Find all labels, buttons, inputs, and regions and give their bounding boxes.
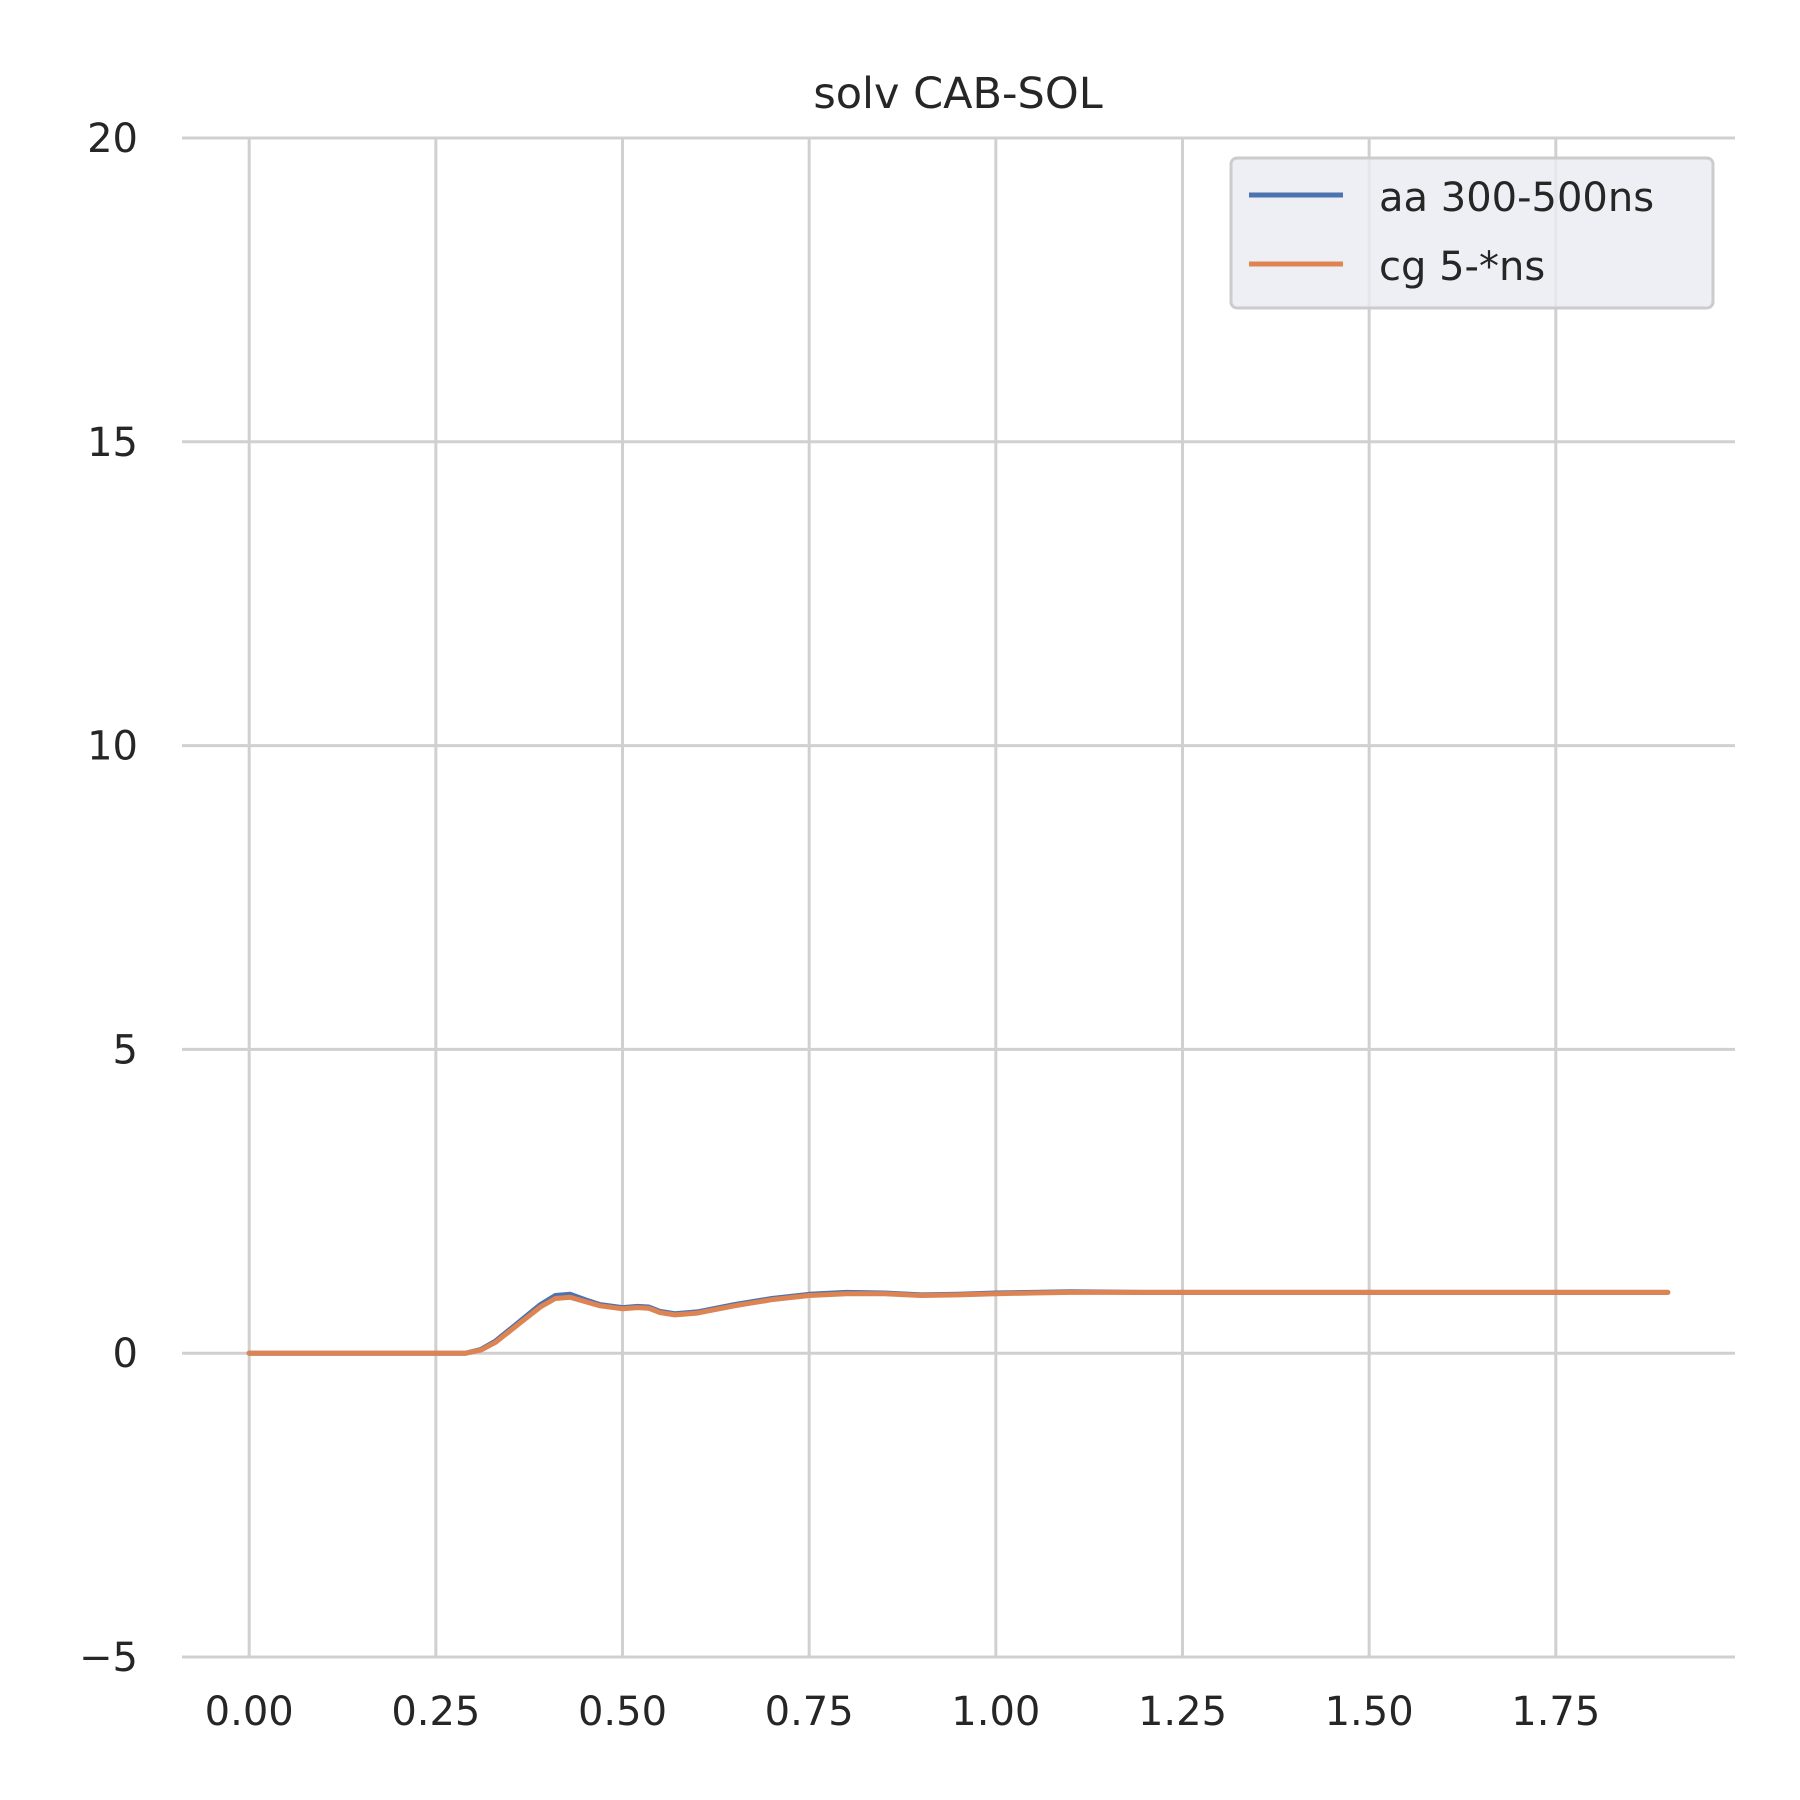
series-line-1 — [246, 1289, 1671, 1356]
legend-box — [1229, 156, 1715, 310]
chart-title: solv CAB-SOL — [813, 69, 1102, 119]
legend-label-cg: cg 5-*ns — [1379, 244, 1545, 290]
y-tick-label: 5 — [113, 1027, 138, 1073]
x-tick-label: 0.50 — [578, 1689, 667, 1735]
y-tick-label: 0 — [113, 1331, 138, 1377]
series-line-0 — [246, 1289, 1671, 1356]
legend-label-aa: aa 300-500ns — [1379, 175, 1654, 221]
x-tick-label: 1.50 — [1325, 1689, 1414, 1735]
x-tick-label: 1.25 — [1138, 1689, 1227, 1735]
legend: aa 300-500ns cg 5-*ns — [1229, 156, 1715, 310]
x-tick-label: 0.75 — [765, 1689, 854, 1735]
y-tick-label: 15 — [87, 420, 138, 466]
y-tick-label: −5 — [79, 1635, 138, 1681]
series-lines — [246, 1289, 1671, 1356]
grid — [182, 136, 1735, 1659]
x-tick-label: 1.00 — [951, 1689, 1040, 1735]
x-tick-label: 0.00 — [205, 1689, 294, 1735]
x-tick-label: 0.25 — [391, 1689, 480, 1735]
tick-labels: 0.00 0.25 0.50 0.75 1.00 1.25 1.50 1.75 −5 0 5 10 15… — [79, 116, 1600, 1735]
y-tick-label: 20 — [87, 116, 138, 162]
y-tick-label: 10 — [87, 724, 138, 770]
x-tick-label: 1.75 — [1511, 1689, 1600, 1735]
